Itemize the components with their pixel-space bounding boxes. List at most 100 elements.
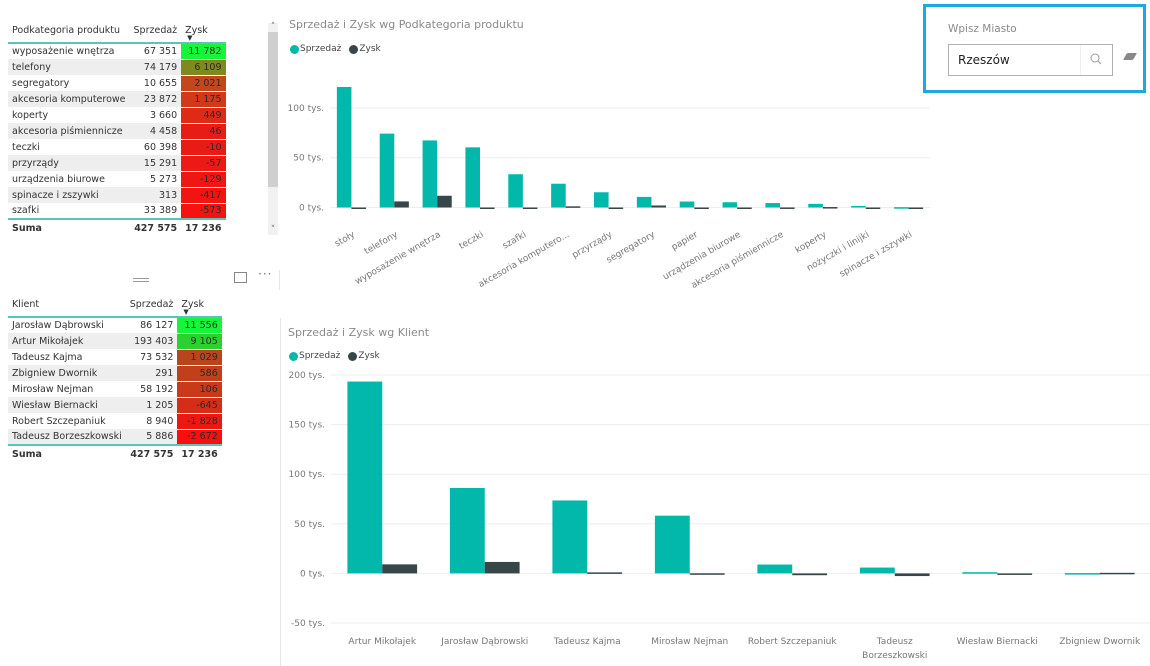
table-row[interactable]: Tadeusz Kajma 73 532 1 029 — [8, 349, 222, 366]
row-label: Tadeusz Kajma — [12, 351, 83, 363]
column-header-sales[interactable]: Sprzedaż — [129, 299, 174, 310]
row-sales: 73 532 — [140, 351, 174, 363]
legend-item-sales[interactable]: Sprzedaż — [289, 351, 340, 361]
x-tick-label: Tadeusz Borzeszkowski — [862, 637, 927, 661]
x-tick-label: Tadeusz Kajma — [553, 637, 621, 647]
row-profit: 11 556 — [177, 317, 222, 334]
table-row[interactable]: przyrządy 15 291 -57 — [8, 155, 226, 172]
table-row[interactable]: wyposażenie wnętrza 67 351 11 782 — [8, 43, 226, 60]
client-table: Klient Sprzedaż Zysk ▼ Jarosław Dąbrowski… — [8, 293, 222, 463]
table-row[interactable]: teczki 60 398 -10 — [8, 139, 226, 156]
table-row[interactable]: spinacze i zszywki 313 -417 — [8, 187, 226, 204]
bar-profit — [689, 573, 725, 575]
legend-item-sales[interactable]: Sprzedaż — [290, 44, 341, 54]
table-row[interactable]: akcesoria piśmiennicze 4 458 46 — [8, 123, 226, 140]
table-row[interactable]: Tadeusz Borzeszkowski 5 886 -2 672 — [8, 429, 222, 446]
table-row[interactable]: Artur Mikołajek 193 403 9 105 — [8, 333, 222, 350]
table-row[interactable]: Jarosław Dąbrowski 86 127 11 556 — [8, 317, 222, 334]
focus-mode-icon[interactable] — [234, 272, 247, 283]
x-tick-label: Jarosław Dąbrowski — [440, 637, 528, 647]
bar-profit — [908, 207, 924, 209]
scroll-down-icon[interactable]: ˅ — [270, 225, 276, 235]
column-header-profit[interactable]: Zysk ▼ — [181, 19, 225, 43]
legend-item-profit[interactable]: Zysk — [348, 351, 380, 361]
row-label: przyrządy — [8, 155, 130, 171]
bar-sales — [379, 133, 395, 208]
row-sales: 8 940 — [146, 415, 174, 427]
row-profit: 1 175 — [181, 91, 226, 108]
column-header-sales[interactable]: Sprzedaż — [133, 25, 178, 36]
x-tick-label: stoły — [333, 230, 357, 250]
table-row[interactable]: Robert Szczepaniuk 8 940 -1 828 — [8, 413, 222, 430]
row-profit: -417 — [181, 187, 226, 204]
x-tick-label: spinacze i zszywki — [838, 230, 914, 280]
bar-profit — [1099, 572, 1135, 575]
row-label: Wiesław Biernacki — [8, 397, 126, 413]
column-header-subcategory[interactable]: Podkategoria produktu — [12, 25, 121, 36]
table-scrollbar[interactable]: ˄ ˅ — [268, 22, 278, 235]
bar-sales — [757, 564, 793, 574]
legend-item-profit[interactable]: Zysk — [349, 44, 381, 54]
x-tick-label: Wiesław Biernacki — [957, 637, 1038, 647]
city-search-value: Rzeszów — [958, 53, 1010, 67]
bar-profit — [522, 207, 538, 209]
y-tick-label: 100 tys. — [288, 104, 324, 114]
bar-profit — [694, 207, 709, 209]
x-tick-label: segregatory — [605, 230, 658, 266]
bar-profit — [865, 207, 881, 209]
drag-handle-icon[interactable] — [133, 278, 149, 282]
row-sales: 15 291 — [129, 155, 182, 171]
row-profit: 9 105 — [177, 333, 222, 350]
x-tick-label: papier — [670, 230, 700, 253]
chart-legend: Sprzedaż Zysk — [290, 44, 381, 54]
table-row[interactable]: segregatory 10 655 2 021 — [8, 75, 226, 92]
row-label: telefony — [8, 59, 130, 75]
subcategory-chart[interactable]: Sprzedaż i Zysk wg Podkategoria produktu… — [280, 10, 930, 310]
scroll-up-icon[interactable]: ˄ — [270, 22, 276, 32]
table-row[interactable]: telefony 74 179 6 109 — [8, 59, 226, 76]
bar-profit — [608, 207, 624, 209]
legend-label-sales: Sprzedaż — [300, 44, 342, 54]
bar-sales — [654, 515, 690, 574]
table-row[interactable]: akcesoria komputerowe 23 872 1 175 — [8, 91, 226, 108]
row-label: akcesoria piśmiennicze — [8, 123, 130, 139]
scrollbar-thumb[interactable] — [268, 32, 278, 187]
more-options-icon[interactable]: ··· — [258, 267, 273, 281]
row-sales: 74 179 — [129, 59, 182, 75]
table-row[interactable]: Mirosław Nejman 58 192 106 — [8, 381, 222, 398]
bar-profit — [737, 207, 752, 209]
bar-profit — [480, 207, 495, 209]
table-row[interactable]: szafki 33 389 -573 — [8, 203, 226, 220]
x-tick-label-line: Tadeusz — [876, 637, 913, 647]
table-row[interactable]: urządzenia biurowe 5 273 -129 — [8, 171, 226, 188]
x-tick-label: Mirosław Nejman — [651, 637, 728, 647]
client-chart[interactable]: Sprzedaż i Zysk wg Klient Sprzedaż Zysk … — [280, 318, 1150, 666]
bar-profit — [997, 573, 1033, 575]
y-tick-label: 50 tys. — [293, 154, 324, 164]
row-label: szafki — [12, 205, 40, 216]
city-search-input[interactable]: Rzeszów — [948, 44, 1113, 76]
total-profit: 17 236 — [185, 223, 222, 234]
bar-profit — [437, 195, 452, 208]
column-header-profit[interactable]: Zysk ▼ — [177, 293, 221, 317]
bar-sales — [636, 196, 652, 208]
bar-sales — [894, 207, 909, 209]
bar-sales — [465, 147, 480, 208]
eraser-icon[interactable] — [1122, 53, 1138, 60]
total-label: Suma — [12, 223, 42, 234]
table-row[interactable]: Wiesław Biernacki 1 205 -645 — [8, 397, 222, 414]
table-row[interactable]: Zbigniew Dwornik 291 586 — [8, 365, 222, 382]
bar-sales — [1064, 573, 1100, 575]
row-profit: 1 029 — [177, 349, 222, 366]
search-icon[interactable] — [1080, 45, 1112, 75]
chart-title: Sprzedaż i Zysk wg Klient — [288, 326, 430, 339]
table-total-row: Suma 427 575 17 236 — [8, 219, 226, 237]
bar-profit — [565, 206, 581, 208]
column-header-client[interactable]: Klient — [12, 299, 40, 310]
legend-label-profit: Zysk — [359, 44, 381, 54]
search-icon-glyph — [1090, 53, 1102, 65]
bar-sales — [722, 202, 738, 208]
chart-title: Sprzedaż i Zysk wg Podkategoria produktu — [289, 18, 524, 31]
table-row[interactable]: koperty 3 660 449 — [8, 107, 226, 124]
bar-sales — [508, 174, 523, 208]
